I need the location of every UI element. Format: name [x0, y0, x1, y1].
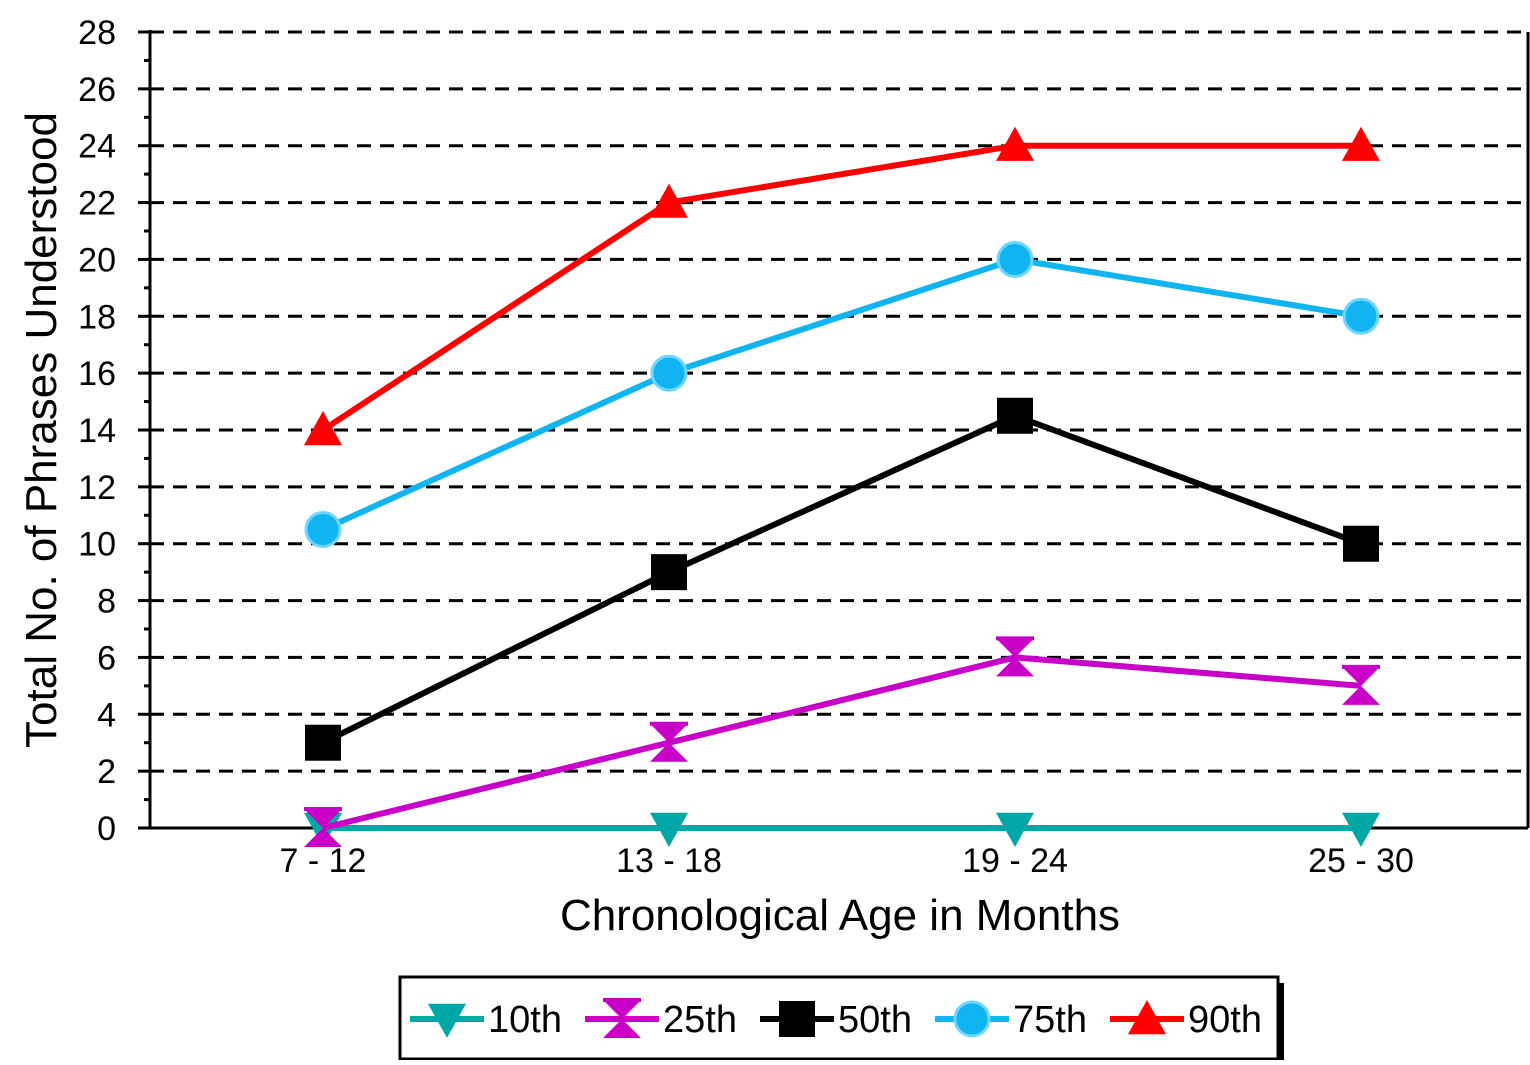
point-50th: [651, 554, 687, 591]
point-25th: [304, 809, 342, 847]
legend-marker-25th: [603, 1000, 641, 1038]
legend-item-25th: 25th: [585, 998, 737, 1041]
point-75th: [996, 240, 1034, 278]
point-25th: [650, 723, 688, 762]
legend-item-50th: 50th: [760, 999, 912, 1041]
y-tick-label: 28: [78, 14, 116, 52]
legend-label-10th: 10th: [488, 999, 562, 1041]
point-25th: [996, 638, 1034, 677]
x-tick-label: 13 - 18: [616, 842, 722, 880]
legend-label-90th: 90th: [1188, 999, 1262, 1041]
point-75th: [304, 511, 342, 548]
legend-marker-90th: [1128, 1000, 1166, 1035]
legend-marker-50th: [779, 1001, 815, 1037]
series-line-25th: [322, 654, 1362, 831]
y-tick-label: 4: [97, 696, 116, 734]
series-line-50th: [321, 412, 1363, 746]
y-tick-label: 10: [78, 526, 116, 564]
point-50th: [1343, 525, 1379, 562]
y-tick-label: 2: [97, 753, 116, 791]
series-line-90th: [321, 142, 1361, 433]
y-tick-label: 8: [97, 583, 116, 621]
y-axis-title: Total No. of Phrases Understood: [17, 112, 66, 748]
y-tick-label: 20: [78, 241, 116, 279]
series-50th: [305, 397, 1379, 761]
legend-marker-10th: [428, 1003, 466, 1038]
point-75th: [1342, 297, 1380, 335]
legend-item-10th: 10th: [410, 999, 562, 1041]
y-tick-label: 6: [97, 639, 116, 677]
series-group: [304, 126, 1380, 847]
point-50th: [305, 724, 341, 761]
legend-label-75th: 75th: [1013, 999, 1087, 1041]
series-90th: [304, 126, 1380, 446]
point-90th: [1342, 126, 1380, 161]
series-line-75th: [321, 256, 1362, 533]
series-75th: [304, 240, 1380, 548]
y-tick-label: 16: [78, 355, 116, 393]
point-90th: [304, 411, 342, 446]
y-tick-label: 14: [78, 412, 116, 450]
point-10th: [996, 812, 1034, 847]
legend-marker-75th: [953, 1000, 991, 1038]
point-90th: [650, 183, 688, 218]
point-75th: [650, 354, 688, 392]
legend-label-25th: 25th: [663, 999, 737, 1041]
point-25th: [1342, 666, 1380, 705]
series-25th: [304, 636, 1380, 847]
x-axis-title: Chronological Age in Months: [560, 891, 1120, 940]
point-50th: [997, 397, 1033, 434]
x-tick-label: 7 - 12: [280, 842, 367, 880]
y-tick-label: 0: [97, 810, 116, 848]
y-tick-label: 26: [78, 71, 116, 109]
x-tick-label: 25 - 30: [1308, 842, 1414, 880]
series-10th: [304, 812, 1380, 847]
y-tick-label: 18: [78, 298, 116, 336]
legend-item-90th: 90th: [1110, 999, 1262, 1041]
y-tick-label: 12: [78, 469, 116, 507]
y-tick-label: 22: [78, 185, 116, 223]
point-90th: [996, 126, 1034, 161]
legend-label-50th: 50th: [838, 999, 912, 1041]
point-10th: [1342, 812, 1380, 847]
y-tick-label: 24: [78, 128, 116, 166]
legend: 10th 25th 50th 75th 90th: [398, 975, 1284, 1061]
legend-item-75th: 75th: [935, 999, 1087, 1041]
x-tick-label: 19 - 24: [962, 842, 1068, 880]
point-10th: [650, 812, 688, 847]
